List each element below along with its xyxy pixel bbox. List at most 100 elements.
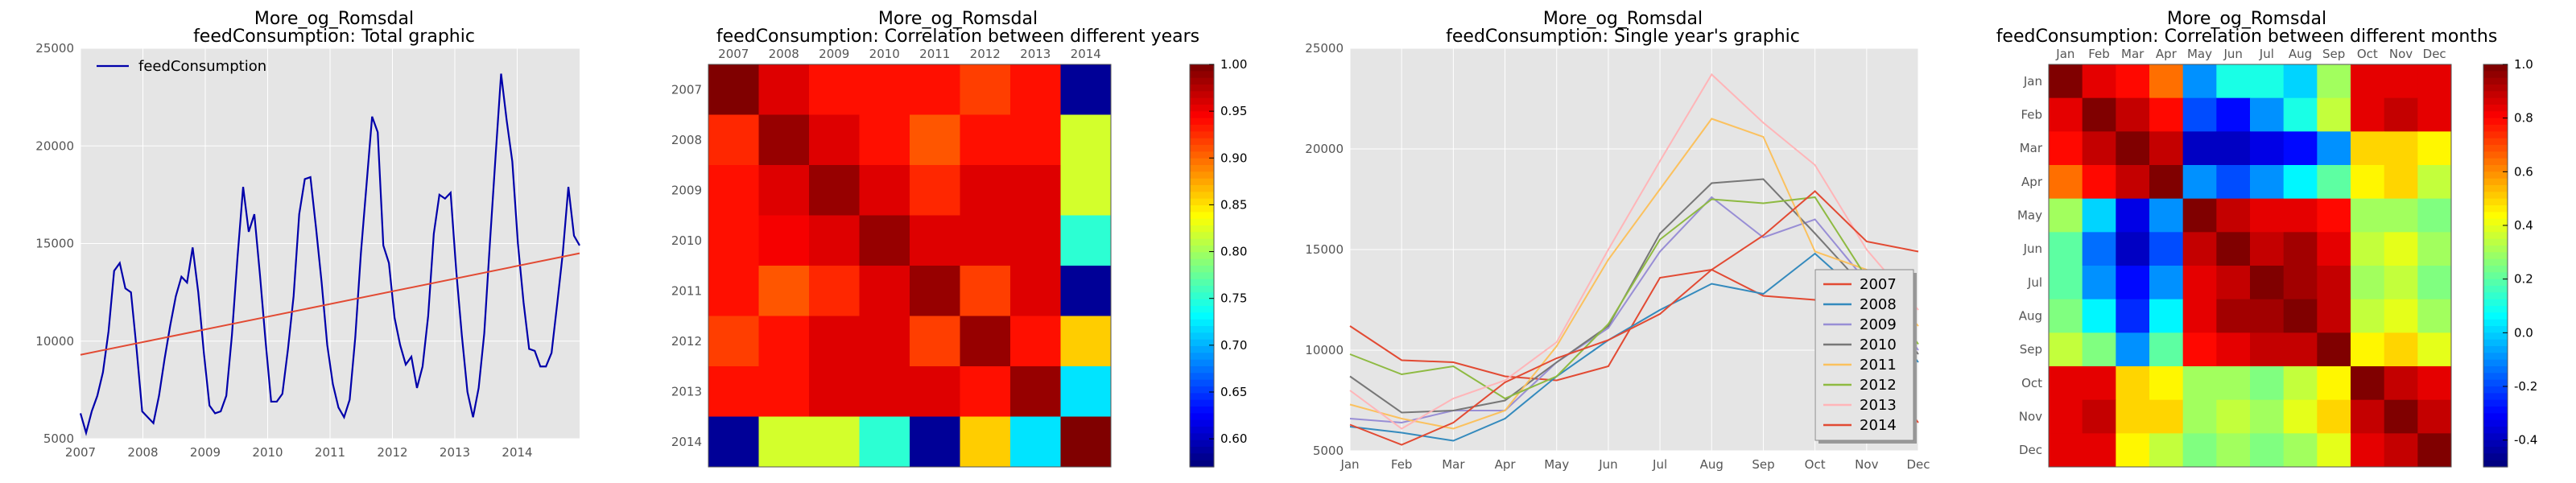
colorbar-segment	[2483, 77, 2508, 85]
y-tick-label: Sep	[2020, 342, 2042, 357]
heatmap-cell	[2384, 366, 2418, 401]
single-year-chart: More_og_Romsdal feedConsumption: Single …	[1305, 9, 1930, 472]
colorbar-tick-label: 1.00	[1220, 57, 1247, 72]
heatmap-cell	[809, 114, 860, 166]
colorbar-segment	[2483, 192, 2508, 200]
colorbar-segment	[1190, 319, 1214, 327]
heatmap-cell	[2250, 198, 2285, 233]
heatmap-cell	[2417, 131, 2452, 166]
x-tick-label: Dec	[2423, 47, 2446, 61]
series-line-2010	[1349, 178, 1919, 414]
heatmap-cell	[2283, 131, 2318, 166]
y-tick-label: May	[2017, 208, 2042, 223]
colorbar-segment	[1190, 413, 1214, 421]
colorbar-segment	[2483, 359, 2508, 367]
colorbar-segment	[1190, 379, 1214, 387]
x-tick-label: Nov	[1855, 457, 1878, 472]
heatmap-cell	[2417, 399, 2452, 434]
heatmap-cell	[2216, 64, 2251, 99]
x-tick-label: May	[1544, 457, 1569, 472]
heatmap-cell	[2317, 232, 2351, 266]
colorbar-segment	[1190, 447, 1214, 454]
colorbar-segment	[2483, 218, 2508, 226]
heatmap-cell	[1010, 316, 1061, 367]
heatmap-cell	[2116, 399, 2150, 434]
colorbar-segment	[1190, 165, 1214, 172]
colorbar-segment	[1190, 212, 1214, 220]
colorbar-segment	[2483, 145, 2508, 152]
heatmap-cell	[2351, 366, 2385, 401]
colorbar-segment	[2483, 171, 2508, 180]
heatmap-cell	[2317, 131, 2351, 166]
legend-label: 2009	[1860, 316, 1897, 333]
y-tick-label: 5000	[43, 431, 74, 446]
heatmap-cell	[2384, 433, 2418, 468]
heatmap-cell	[2182, 399, 2217, 434]
heatmap-cell	[2049, 131, 2083, 166]
heatmap-cell	[2250, 433, 2285, 468]
heatmap-cell	[859, 266, 910, 316]
y-tick-label: Aug	[2019, 309, 2042, 324]
colorbar-segment	[2483, 212, 2508, 220]
heatmap-cell	[758, 114, 810, 166]
heatmap-cell	[2384, 232, 2418, 266]
heatmap-cell	[2116, 366, 2150, 401]
colorbar-segment	[2483, 332, 2508, 341]
y-tick-label: 25000	[1305, 41, 1344, 56]
x-tick-label: 2011	[315, 445, 345, 460]
x-tick-label: Jul	[1652, 457, 1667, 472]
x-tick-label: Aug	[2289, 47, 2312, 61]
x-tick-label: 2012	[377, 445, 407, 460]
colorbar-segment	[2483, 319, 2508, 327]
heatmap-cell	[2082, 64, 2116, 99]
colorbar-segment	[2483, 198, 2508, 206]
colorbar-tick-label: -0.4	[2514, 433, 2537, 448]
colorbar-segment	[1190, 225, 1214, 233]
heatmap-cell	[2082, 299, 2116, 333]
heatmap-cell	[2049, 399, 2083, 434]
heatmap-cell	[2049, 198, 2083, 233]
heatmap-cell	[809, 416, 860, 468]
colorbar-segment	[2483, 407, 2508, 414]
heatmap-cell	[1060, 266, 1112, 316]
heatmap-cell	[708, 215, 759, 266]
colorbar-segment	[2483, 419, 2508, 427]
colorbar-segment	[2483, 205, 2508, 213]
x-tick-label: Aug	[1700, 457, 1724, 472]
heatmap-cell	[960, 114, 1011, 166]
heatmap-cell	[2384, 299, 2418, 333]
heatmap-cell	[2250, 266, 2285, 300]
heatmap-cell	[910, 215, 960, 266]
x-tick-label: 2008	[769, 47, 799, 61]
x-tick-label: Apr	[2156, 47, 2178, 61]
y-tick-label: 2013	[671, 384, 702, 398]
colorbar-segment	[1190, 151, 1214, 159]
heatmap-cell	[910, 316, 960, 367]
x-tick-label: 2007	[718, 47, 749, 61]
colorbar-segment	[2483, 238, 2508, 246]
heatmap-cell	[2317, 198, 2351, 233]
heatmap-cell	[2082, 131, 2116, 166]
legend-label: 2010	[1860, 336, 1897, 353]
heatmap-cell	[2149, 198, 2184, 233]
x-tick-label: 2010	[252, 445, 283, 460]
colorbar-segment	[2483, 353, 2508, 361]
heatmap-cell	[910, 114, 960, 166]
heatmap-cell	[1060, 366, 1112, 417]
colorbar-segment	[2483, 453, 2508, 461]
y-tick-label: 2011	[671, 283, 702, 298]
heatmap-cell	[2417, 97, 2452, 132]
heatmap-cell	[1060, 215, 1112, 266]
y-tick-label: 10000	[35, 334, 74, 349]
colorbar-segment	[2483, 386, 2508, 394]
colorbar-tick-label: -0.2	[2514, 379, 2537, 394]
heatmap-cell	[2216, 299, 2251, 333]
month-correlation-heatmap: More_og_Romsdal feedConsumption: Correla…	[1996, 9, 2537, 468]
heatmap-cell	[960, 266, 1011, 316]
heatmap-cell	[960, 165, 1011, 216]
heatmap-cell	[960, 416, 1011, 468]
heatmap-cell	[1060, 165, 1112, 216]
colorbar-segment	[1190, 218, 1214, 226]
colorbar-segment	[2483, 379, 2508, 387]
colorbar-tick-label: 0.6	[2514, 164, 2533, 179]
